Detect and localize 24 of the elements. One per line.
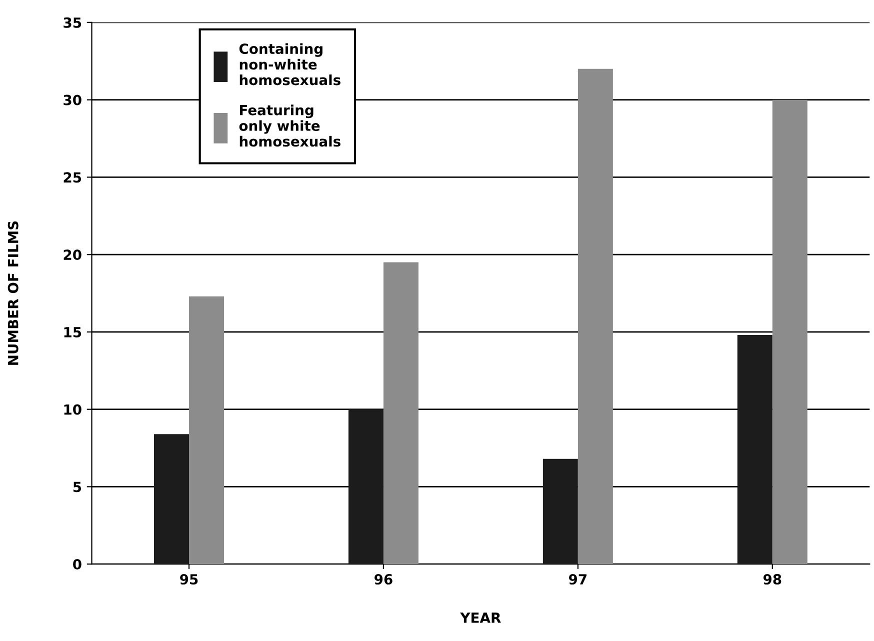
bar [578, 68, 613, 564]
y-tick-label: 0 [73, 559, 82, 570]
x-axis-title: YEAR [460, 612, 501, 623]
x-tick-label: 97 [568, 574, 586, 585]
bar [383, 262, 418, 564]
y-tick-label: 15 [64, 327, 82, 338]
x-tick-label: 96 [374, 574, 392, 585]
legend-label: Containing non-white homosexuals [239, 43, 340, 86]
y-tick-label: 25 [64, 172, 82, 183]
y-tick-label: 20 [64, 250, 82, 260]
y-tick-label: 10 [64, 404, 82, 415]
legend-label: Featuring only white homosexuals [239, 104, 340, 147]
x-tick-label: 95 [180, 574, 198, 585]
bar [542, 458, 578, 564]
bar [154, 434, 189, 564]
y-tick-label: 5 [73, 482, 82, 492]
x-tick-label: 98 [763, 574, 782, 585]
y-axis-title: NUMBER OF FILMS [8, 221, 18, 365]
bar [772, 100, 808, 564]
bar [737, 335, 772, 564]
y-tick-label: 30 [64, 94, 82, 106]
y-tick-label: 35 [64, 17, 82, 28]
bar [189, 296, 224, 564]
bar [348, 409, 384, 564]
